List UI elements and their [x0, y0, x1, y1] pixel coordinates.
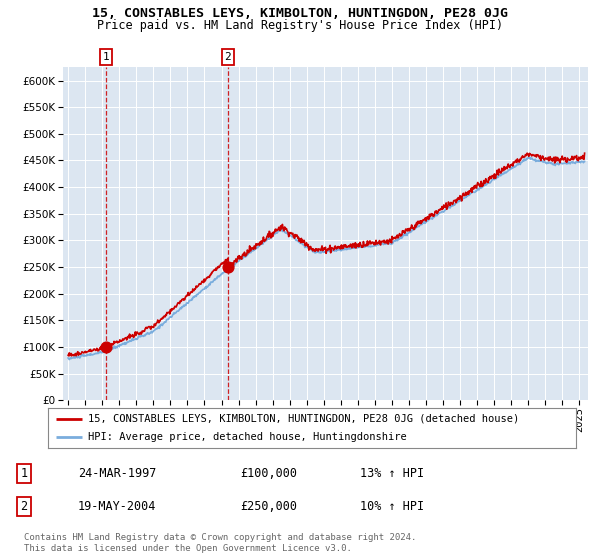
Text: £100,000: £100,000 — [240, 466, 297, 480]
Text: 13% ↑ HPI: 13% ↑ HPI — [360, 466, 424, 480]
Text: 1: 1 — [103, 52, 109, 62]
Text: HPI: Average price, detached house, Huntingdonshire: HPI: Average price, detached house, Hunt… — [88, 432, 406, 442]
Text: 10% ↑ HPI: 10% ↑ HPI — [360, 500, 424, 514]
Text: 1: 1 — [20, 466, 28, 480]
Text: Contains HM Land Registry data © Crown copyright and database right 2024.
This d: Contains HM Land Registry data © Crown c… — [24, 533, 416, 553]
Text: 15, CONSTABLES LEYS, KIMBOLTON, HUNTINGDON, PE28 0JG: 15, CONSTABLES LEYS, KIMBOLTON, HUNTINGD… — [92, 7, 508, 20]
Text: £250,000: £250,000 — [240, 500, 297, 514]
Text: 2: 2 — [224, 52, 232, 62]
Text: 2: 2 — [20, 500, 28, 514]
Text: Price paid vs. HM Land Registry's House Price Index (HPI): Price paid vs. HM Land Registry's House … — [97, 19, 503, 32]
Text: 19-MAY-2004: 19-MAY-2004 — [78, 500, 157, 514]
Text: 15, CONSTABLES LEYS, KIMBOLTON, HUNTINGDON, PE28 0JG (detached house): 15, CONSTABLES LEYS, KIMBOLTON, HUNTINGD… — [88, 414, 519, 423]
Point — [223, 263, 233, 272]
Point — [101, 343, 111, 352]
Text: 24-MAR-1997: 24-MAR-1997 — [78, 466, 157, 480]
